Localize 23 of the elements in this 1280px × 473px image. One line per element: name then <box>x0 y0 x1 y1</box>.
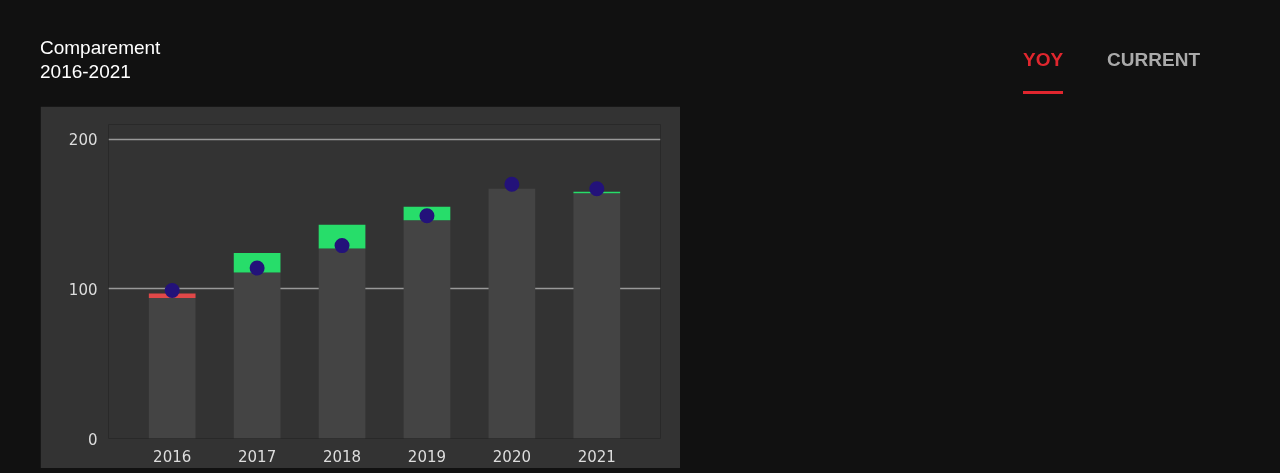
chart-title: Comparement 2016-2021 <box>40 36 161 84</box>
bar <box>573 193 621 439</box>
text: YOY <box>1022 46 1064 95</box>
x-tick-label: 2017 <box>238 447 277 466</box>
point <box>504 176 520 192</box>
bar <box>403 220 451 439</box>
text: CURRENT <box>1107 48 1200 72</box>
x-tick-label: 2020 <box>492 447 531 466</box>
x-tick-label: 2021 <box>577 447 616 466</box>
x-tick-label: 2018 <box>322 447 362 466</box>
x-tick-label: 2016 <box>153 447 192 466</box>
y-tick-label: 200 <box>68 131 98 150</box>
bar <box>233 272 281 439</box>
x-tick-label: 2019 <box>407 447 447 466</box>
bar <box>318 248 366 439</box>
y-tick-label: 0 <box>87 430 98 449</box>
y-tick-label: 100 <box>68 280 98 299</box>
bar <box>148 297 196 439</box>
point <box>419 208 435 224</box>
point <box>589 181 605 197</box>
point <box>164 282 180 298</box>
bar <box>488 188 536 439</box>
point <box>334 238 350 254</box>
